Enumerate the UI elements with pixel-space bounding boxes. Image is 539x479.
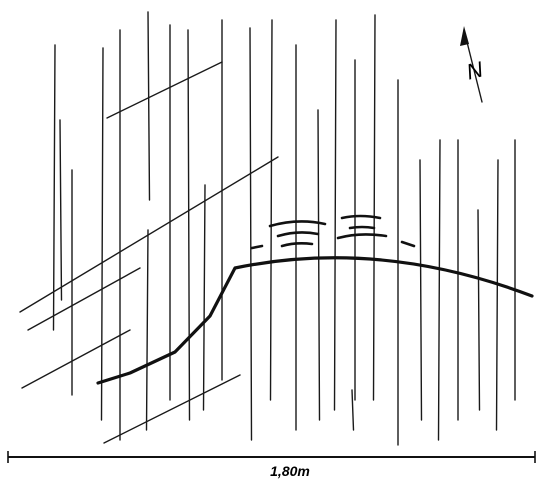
diagonal-lines <box>19 61 279 444</box>
profile-line <box>96 256 534 385</box>
hatching-line <box>351 389 355 431</box>
dash <box>276 231 320 238</box>
north-label: N <box>464 56 486 84</box>
hatching-line <box>249 27 253 441</box>
hatching-line <box>147 11 151 201</box>
hatching-line <box>187 29 191 421</box>
diagonal-line <box>19 156 279 313</box>
dash <box>336 233 388 240</box>
dash <box>268 220 327 228</box>
dash <box>348 225 376 230</box>
hatching-line <box>495 159 499 431</box>
north-arrow: N <box>460 26 486 103</box>
diagonal-line <box>106 61 223 119</box>
hatching-line <box>269 19 273 401</box>
dash <box>340 214 382 220</box>
hatching-line <box>437 139 441 441</box>
diagonal-line <box>21 329 131 389</box>
dash <box>400 240 416 248</box>
dashes <box>250 214 416 250</box>
hatching-line <box>100 47 104 421</box>
scale-label: 1,80m <box>270 463 310 479</box>
dash <box>280 242 314 248</box>
hatching-line <box>59 119 63 301</box>
diagonal-line <box>27 267 141 331</box>
hatching-lines <box>52 11 516 446</box>
hatching-line <box>333 19 337 411</box>
hatching-line <box>202 184 206 411</box>
dash <box>250 244 264 250</box>
hatching-line <box>477 209 481 411</box>
scale-bar: 1,80m <box>7 451 536 479</box>
hatching-line <box>372 14 376 401</box>
hatching-line <box>317 109 321 421</box>
north-arrow-head <box>460 26 469 46</box>
hatching-line <box>419 159 423 421</box>
hatching-line <box>145 229 149 431</box>
diagonal-line <box>103 374 241 444</box>
hatching-line <box>52 44 56 331</box>
